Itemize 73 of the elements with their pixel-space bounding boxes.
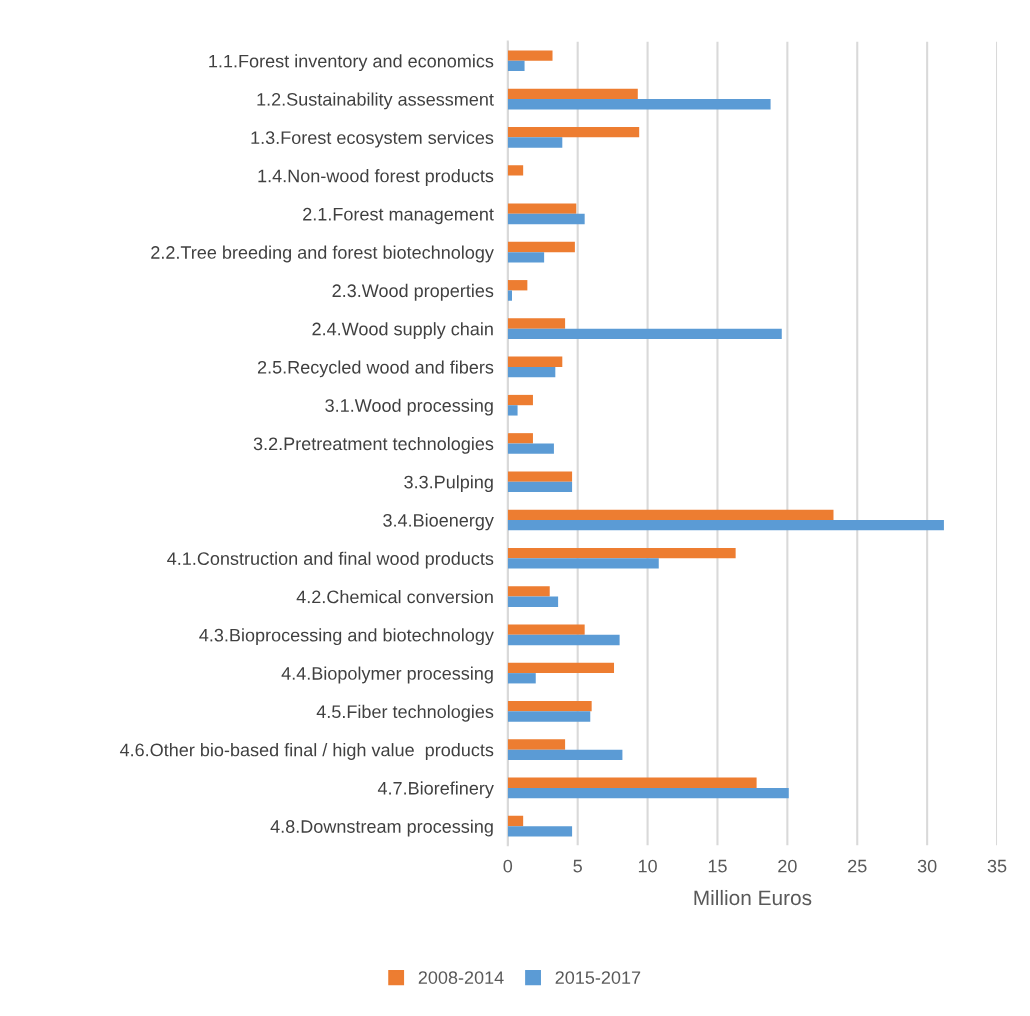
y-tick-label: 2.3.Wood properties [332,283,494,301]
bar [507,290,512,301]
y-tick-label: 4.4.Biopolymer processing [281,666,493,684]
x-axis-title: Million Euros [694,889,812,906]
y-tick-label: 2.2.Tree breeding and forest biotechnology [151,245,494,263]
y-tick-label: 2.1.Forest management [303,207,494,225]
y-tick-label: 1.2.Sustainability assessment [257,92,494,110]
bar [507,328,782,340]
x-tick-label: 25 [848,859,867,873]
bar [507,394,533,406]
bar [507,596,559,607]
bar [507,405,518,416]
x-tick-label: 30 [917,859,937,873]
bar [507,509,834,521]
bar [507,88,638,100]
y-tick-label: 3.4.Bioenergy [383,513,494,531]
y-tick-label: 4.5.Fiber technologies [316,704,494,722]
bar [507,711,591,722]
bar [507,213,585,225]
y-tick-label: 3.2.Pretreatment technologies [253,436,494,454]
y-tick-label: 1.3.Forest ecosystem services [251,130,494,148]
bar [507,673,536,684]
bar [507,241,575,253]
y-tick-label: 4.7.Biorefinery [377,781,494,799]
y-tick-label: 3.3.Pulping [404,475,493,493]
bar [507,547,736,559]
legend-label: 2015-2017 [555,971,641,984]
bar [507,558,659,569]
x-tick-label: 15 [708,859,727,873]
x-tick-label: 20 [778,859,797,873]
y-tick-label: 4.6.Other bio-based final / high value products [119,743,494,760]
bar [507,203,577,214]
bar [507,662,615,674]
bar [507,749,623,760]
bar [507,280,528,291]
bar [507,252,545,263]
bar [507,701,592,712]
bar [507,826,573,837]
bar [507,481,573,493]
bar [507,471,573,482]
y-tick-label: 1.4.Non-wood forest products [258,169,494,186]
x-tick-label: 10 [638,859,657,873]
bar [507,127,640,138]
y-tick-label: 4.8.Downstream processing [270,819,493,837]
x-tick-label: 35 [987,859,1007,873]
bar [507,739,566,750]
bar [507,815,524,827]
bar [507,137,563,148]
bar [507,787,789,799]
x-tick-label: 0 [503,859,513,873]
bar [507,520,944,531]
x-tick-label: 5 [573,859,582,873]
y-tick-label: 3.1.Wood processing [325,398,493,416]
legend-label: 2008-2014 [418,971,504,984]
bar [507,366,556,378]
bar [507,634,620,646]
bar [507,433,533,444]
bar [507,99,771,110]
y-tick-label: 4.1.Construction and final wood products [167,551,494,569]
bar [507,624,585,635]
bar [507,777,757,788]
bar [507,60,525,72]
y-tick-label: 4.2.Chemical conversion [296,590,493,604]
bar [507,443,554,454]
bar [507,586,550,597]
bar [507,165,524,176]
bar [507,356,563,367]
y-tick-label: 1.1.Forest inventory and economics [209,54,494,72]
bar [507,50,553,61]
bar [507,318,566,329]
y-tick-label: 4.3.Bioprocessing and biotechnology [199,628,494,646]
y-tick-label: 2.5.Recycled wood and fibers [257,360,494,378]
y-tick-label: 2.4.Wood supply chain [312,322,493,339]
